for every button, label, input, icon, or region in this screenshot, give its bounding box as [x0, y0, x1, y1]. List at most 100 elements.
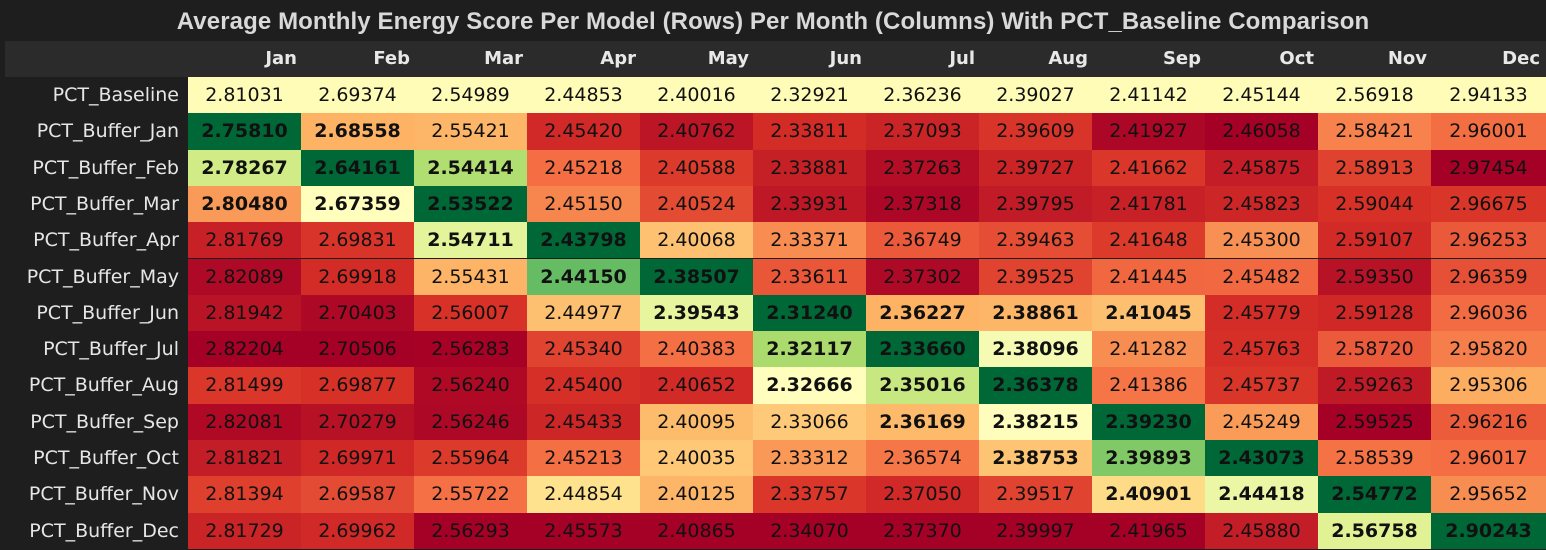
column-header-jul: Jul: [949, 48, 975, 69]
heatmap-cell: 2.41445: [1092, 258, 1205, 295]
heatmap-cell: 2.56293: [414, 512, 527, 549]
column-header-nov: Nov: [1387, 48, 1427, 69]
heatmap-cell: 2.34070: [753, 512, 866, 549]
heatmap-cell: 2.39027: [979, 77, 1092, 114]
heatmap-cell: 2.94133: [1431, 77, 1546, 114]
heatmap-cell: 2.36378: [979, 367, 1092, 404]
heatmap-cell: 2.45300: [1205, 222, 1318, 259]
heatmap-cell: 2.45779: [1205, 294, 1318, 332]
heatmap-cell: 2.81031: [188, 77, 301, 114]
heatmap-cell: 2.32117: [753, 331, 866, 368]
heatmap-cell: 2.40524: [640, 185, 753, 223]
heatmap-cell: 2.58421: [1318, 113, 1431, 150]
heatmap-cell: 2.32666: [753, 367, 866, 404]
row-header: PCT_Buffer_Apr: [33, 229, 179, 252]
heatmap-cell: 2.33881: [753, 149, 866, 186]
heatmap-cell: 2.81769: [188, 222, 301, 259]
heatmap-cell: 2.38753: [979, 440, 1092, 477]
column-header-bar: [5, 41, 1546, 77]
row-header: PCT_Buffer_Mar: [30, 192, 179, 215]
heatmap-cell: 2.95820: [1431, 331, 1546, 368]
heatmap-cell: 2.40383: [640, 331, 753, 368]
heatmap-cell: 2.45737: [1205, 367, 1318, 404]
heatmap-cell: 2.59107: [1318, 222, 1431, 259]
heatmap-cell: 2.37370: [866, 512, 979, 549]
heatmap-cell: 2.69877: [301, 367, 414, 404]
heatmap-cell: 2.45823: [1205, 185, 1318, 223]
heatmap-cell: 2.70506: [301, 331, 414, 368]
heatmap-cell: 2.54711: [414, 222, 527, 259]
heatmap-cell: 2.59525: [1318, 403, 1431, 440]
heatmap-cell: 2.59128: [1318, 294, 1431, 332]
heatmap-cell: 2.37263: [866, 149, 979, 186]
heatmap-cell: 2.45150: [527, 185, 640, 223]
column-header-dec: Dec: [1502, 48, 1540, 69]
heatmap-cell: 2.39795: [979, 185, 1092, 223]
heatmap-cell: 2.96017: [1431, 440, 1546, 477]
row-header: PCT_Buffer_Nov: [28, 483, 179, 506]
heatmap-cell: 2.44853: [527, 77, 640, 114]
column-header-jun: Jun: [829, 48, 862, 69]
heatmap-cell: 2.81499: [188, 367, 301, 404]
heatmap-cell: 2.39230: [1092, 403, 1205, 440]
heatmap-cell: 2.40095: [640, 403, 753, 440]
heatmap-cell: 2.59044: [1318, 185, 1431, 223]
heatmap-cell: 2.40068: [640, 222, 753, 259]
heatmap-cell: 2.37318: [866, 185, 979, 223]
heatmap-cell: 2.55964: [414, 440, 527, 477]
heatmap-cell: 2.40588: [640, 149, 753, 186]
heatmap-cell: 2.40035: [640, 440, 753, 477]
heatmap-cell: 2.54414: [414, 149, 527, 186]
heatmap-cell: 2.41282: [1092, 331, 1205, 368]
row-header: PCT_Buffer_Dec: [29, 519, 179, 542]
row-header: PCT_Buffer_Oct: [33, 447, 179, 469]
heatmap-cell: 2.75810: [188, 113, 301, 150]
heatmap-cell: 2.58720: [1318, 331, 1431, 368]
heatmap-cell: 2.58913: [1318, 149, 1431, 186]
heatmap-cell: 2.56240: [414, 367, 527, 404]
heatmap-cell: 2.33811: [753, 113, 866, 150]
heatmap-cell: 2.33660: [866, 331, 979, 368]
heatmap-cell: 2.82089: [188, 258, 301, 295]
heatmap-cell: 2.43798: [527, 222, 640, 259]
heatmap-cell: 2.95306: [1431, 367, 1546, 404]
heatmap-cell: 2.40762: [640, 113, 753, 150]
heatmap-cell: 2.36574: [866, 440, 979, 477]
heatmap-cell: 2.70279: [301, 403, 414, 440]
heatmap-cell: 2.38507: [640, 258, 753, 295]
heatmap-cell: 2.36236: [866, 77, 979, 114]
heatmap-cell: 2.56246: [414, 403, 527, 440]
heatmap-cell: 2.43073: [1205, 440, 1318, 477]
heatmap-cell: 2.96253: [1431, 222, 1546, 259]
heatmap-cell: 2.69831: [301, 222, 414, 259]
heatmap-cell: 2.35016: [866, 367, 979, 404]
heatmap-cell: 2.41386: [1092, 367, 1205, 404]
heatmap-cell: 2.55421: [414, 113, 527, 150]
heatmap-cell: 2.54772: [1318, 476, 1431, 513]
heatmap-cell: 2.41927: [1092, 113, 1205, 150]
heatmap-cell: 2.41045: [1092, 294, 1205, 332]
heatmap-cell: 2.59263: [1318, 367, 1431, 404]
row-header: PCT_Buffer_May: [26, 265, 179, 288]
heatmap-cell: 2.70403: [301, 294, 414, 332]
heatmap-cell: 2.81821: [188, 440, 301, 477]
heatmap-cell: 2.45420: [527, 113, 640, 150]
heatmap-cell: 2.45400: [527, 367, 640, 404]
heatmap-cell: 2.81942: [188, 294, 301, 332]
heatmap-cell: 2.54989: [414, 77, 527, 114]
heatmap-cell: 2.69962: [301, 512, 414, 549]
heatmap-cell: 2.96675: [1431, 185, 1546, 223]
heatmap-cell: 2.37093: [866, 113, 979, 150]
heatmap-cell: 2.45213: [527, 440, 640, 477]
heatmap-cell: 2.39727: [979, 149, 1092, 186]
heatmap-cell: 2.41965: [1092, 512, 1205, 549]
heatmap-cell: 2.45763: [1205, 331, 1318, 368]
heatmap-cell: 2.37050: [866, 476, 979, 513]
heatmap-cell: 2.41142: [1092, 77, 1205, 114]
heatmap-cell: 2.96001: [1431, 113, 1546, 150]
heatmap-cell: 2.56918: [1318, 77, 1431, 114]
heatmap-cell: 2.56283: [414, 331, 527, 368]
heatmap-cell: 2.56007: [414, 294, 527, 332]
column-header-oct: Oct: [1279, 48, 1314, 69]
row-header: PCT_Buffer_Jul: [43, 338, 179, 361]
